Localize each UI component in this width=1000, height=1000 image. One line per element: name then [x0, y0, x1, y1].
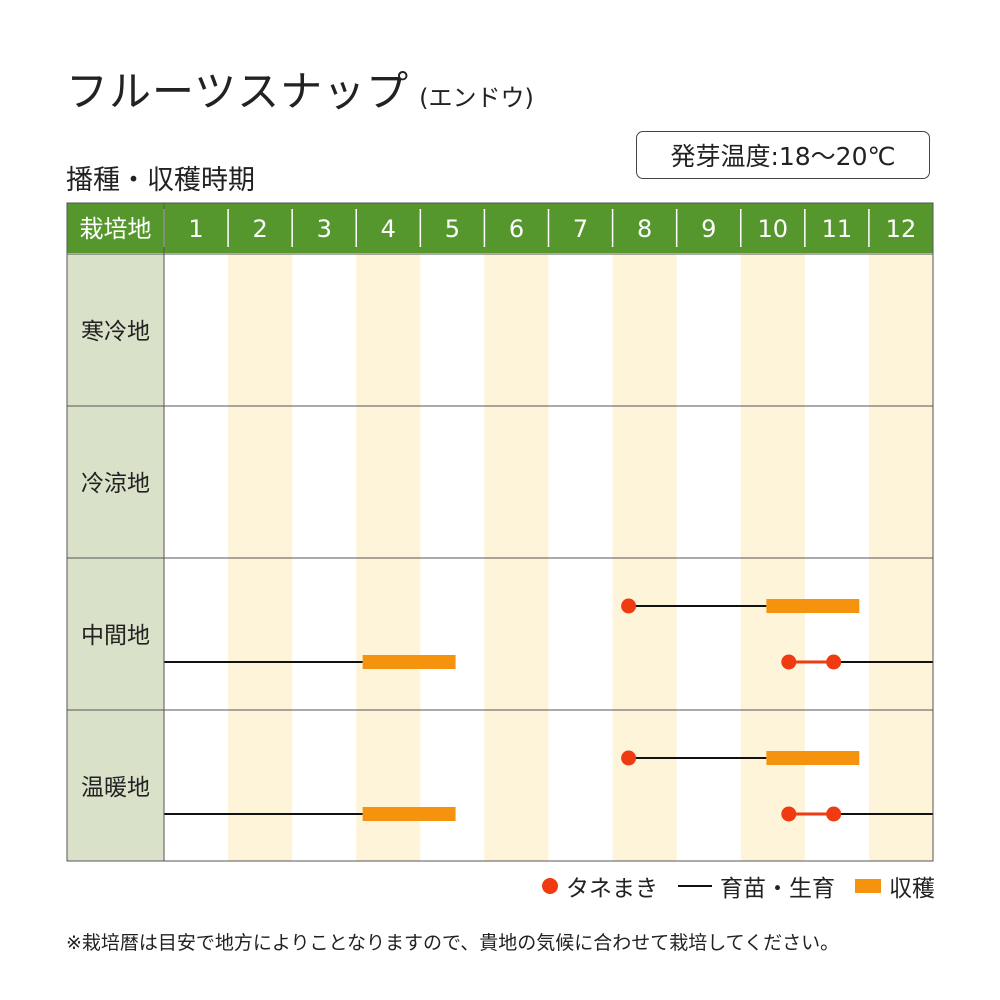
legend-harvest-label: 収穫: [889, 876, 935, 902]
region-label: 中間地: [81, 623, 150, 649]
chart-title: フルーツスナップ (エンドウ): [66, 58, 534, 119]
header-row-bg: [67, 203, 933, 253]
harvest-bar: [766, 599, 860, 613]
chart-frame: [66, 202, 934, 862]
legend-sow: タネまき: [542, 869, 658, 903]
title-variety: (エンドウ): [419, 84, 534, 112]
sowing-dot: [826, 654, 842, 670]
legend-grow: 育苗・生育: [678, 869, 835, 903]
month-tick-label: 12: [886, 215, 917, 243]
footnote: ※栽培暦は目安で地方によりことなりますので、貴地の気候に合わせて栽培してください…: [66, 932, 840, 954]
harvest-bar: [362, 655, 456, 669]
month-tick-label: 6: [509, 215, 524, 243]
sowing-dot: [781, 654, 797, 670]
sowing-dot: [621, 750, 637, 766]
harvest-bar-icon: [855, 879, 881, 893]
month-tick-label: 1: [188, 215, 203, 243]
sowing-dot: [621, 598, 637, 614]
month-tick-label: 9: [701, 215, 716, 243]
month-tick-label: 2: [252, 215, 267, 243]
month-tick-label: 3: [317, 215, 332, 243]
region-label: 温暖地: [81, 775, 150, 801]
title-main: フルーツスナップ: [66, 67, 410, 116]
month-tick-label: 11: [822, 215, 853, 243]
region-label: 冷涼地: [81, 471, 150, 497]
month-tick-label: 5: [445, 215, 460, 243]
legend-sow-label: タネまき: [566, 876, 658, 902]
harvest-bar: [766, 751, 860, 765]
month-tick-label: 4: [381, 215, 396, 243]
legend-harvest: 収穫: [855, 869, 935, 903]
sow-dot-icon: [542, 878, 558, 894]
grow-line-icon: [678, 884, 712, 888]
sowing-dot: [781, 806, 797, 822]
chart-subtitle: 播種・収穫時期: [66, 165, 255, 196]
month-tick-label: 8: [637, 215, 652, 243]
sowing-dot: [826, 806, 842, 822]
corner-label: 栽培地: [80, 215, 152, 243]
legend: タネまき 育苗・生育 収穫: [505, 868, 935, 904]
germination-temp-badge: 発芽温度:18〜20℃: [636, 131, 930, 179]
month-tick-label: 7: [573, 215, 588, 243]
region-label: 寒冷地: [81, 319, 150, 345]
legend-grow-label: 育苗・生育: [720, 876, 835, 902]
harvest-bar: [362, 807, 456, 821]
month-tick-label: 10: [758, 215, 789, 243]
